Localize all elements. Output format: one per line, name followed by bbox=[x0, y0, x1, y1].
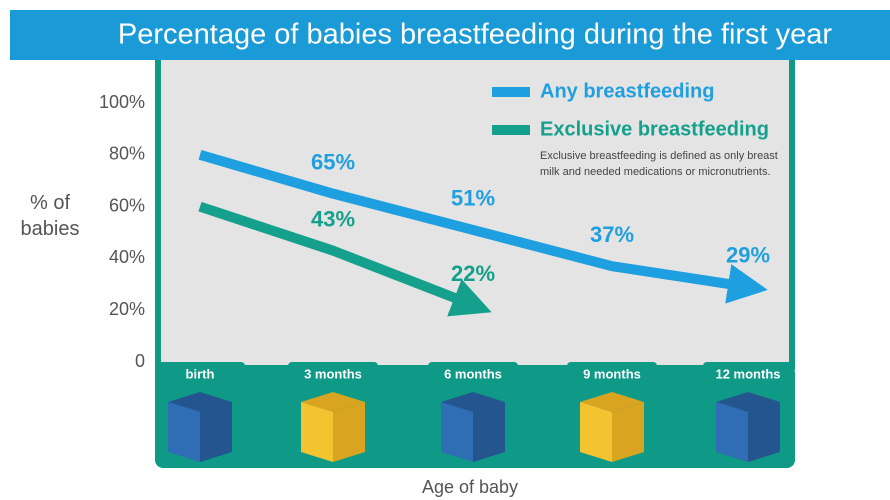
legend-label: Any breastfeeding bbox=[540, 80, 714, 102]
x-tick-label: 9 months bbox=[583, 366, 641, 381]
data-label: 51% bbox=[451, 186, 495, 211]
plot-border bbox=[789, 60, 795, 370]
cube-icon bbox=[473, 402, 505, 462]
legend-swatch bbox=[492, 125, 530, 135]
x-tick-label: 3 months bbox=[304, 366, 362, 381]
x-tick-label: 6 months bbox=[444, 366, 502, 381]
plot-border bbox=[155, 60, 161, 370]
page: Percentage of babies breastfeeding durin… bbox=[0, 0, 890, 500]
data-label: 22% bbox=[451, 261, 495, 286]
chart: Percentage of babies breastfeeding durin… bbox=[0, 0, 890, 500]
cube-icon bbox=[200, 402, 232, 462]
cube-icon bbox=[612, 402, 644, 462]
cube-icon bbox=[580, 402, 612, 462]
chart-title: Percentage of babies breastfeeding durin… bbox=[118, 19, 833, 51]
note: Exclusive breastfeeding is defined as on… bbox=[540, 148, 780, 180]
cube-icon bbox=[333, 402, 365, 462]
cube-icon bbox=[301, 402, 333, 462]
y-tick-label: 100% bbox=[99, 92, 145, 112]
cube-icon bbox=[168, 402, 200, 462]
legend-label: Exclusive breastfeeding bbox=[540, 118, 769, 140]
data-label: 29% bbox=[726, 243, 770, 268]
data-label: 65% bbox=[311, 149, 355, 174]
plot-area bbox=[155, 60, 795, 365]
x-tick-label: 12 months bbox=[715, 366, 780, 381]
x-tick-label: birth bbox=[186, 366, 215, 381]
y-tick-label: 80% bbox=[109, 144, 145, 164]
cube-icon bbox=[748, 402, 780, 462]
cube-icon bbox=[441, 402, 473, 462]
legend-swatch bbox=[492, 87, 530, 97]
data-label: 43% bbox=[311, 206, 355, 231]
cube-icon bbox=[716, 402, 748, 462]
data-label: 37% bbox=[590, 222, 634, 247]
y-axis-label: % of babies bbox=[20, 190, 80, 242]
x-axis-label: Age of baby bbox=[422, 477, 518, 497]
y-tick-label: 40% bbox=[109, 247, 145, 267]
y-tick-label: 20% bbox=[109, 299, 145, 319]
y-tick-label: 60% bbox=[109, 195, 145, 215]
y-tick-label: 0 bbox=[135, 351, 145, 371]
